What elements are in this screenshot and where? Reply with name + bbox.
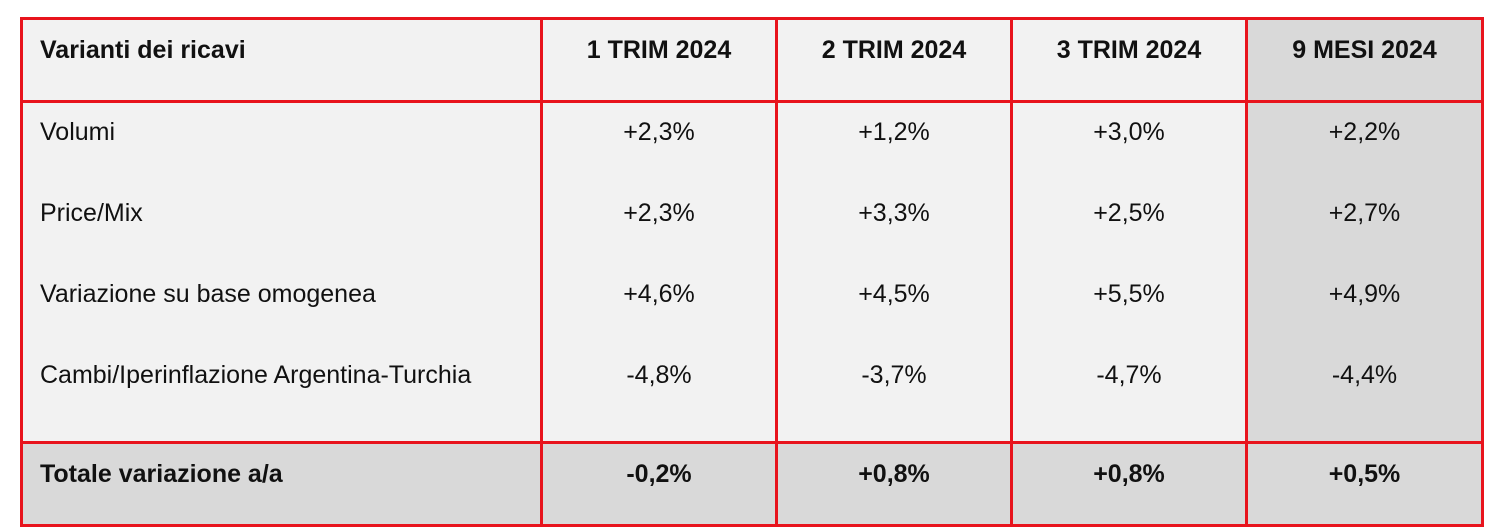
row-label-cambi: Cambi/Iperinflazione Argentina-Turchia [40,361,472,389]
value-q2-variazione: +4,5% [858,280,930,308]
header-cell-q1: 1 TRIM 2024 [540,17,778,103]
total-q3-cell: +0,8% [1010,441,1248,527]
value-q3-cambi: -4,7% [1096,361,1162,389]
value-9m-price-mix: +2,7% [1328,199,1401,227]
value-q3-volumi: +3,0% [1093,118,1165,146]
header-row: Varianti dei ricavi 1 TRIM 2024 2 TRIM 2… [20,17,1484,103]
row-label-volumi: Volumi [40,118,116,146]
value-9m-cambi: -4,4% [1331,361,1398,389]
values-cell-9m: +2,2% +2,7% +4,9% -4,4% [1245,100,1484,444]
value-q3-price-mix: +2,5% [1093,199,1165,227]
total-q2-cell: +0,8% [775,441,1013,527]
row-label-variazione-omogenea: Variazione su base omogenea [40,280,376,308]
revenue-variance-table: Varianti dei ricavi 1 TRIM 2024 2 TRIM 2… [20,17,1484,527]
value-q1-cambi: -4,8% [626,361,692,389]
value-q2-cambi: -3,7% [861,361,927,389]
header-cell-label: Varianti dei ricavi [20,17,543,103]
values-cell-q2: +1,2% +3,3% +4,5% -3,7% [775,100,1013,444]
header-cell-9m: 9 MESI 2024 [1245,17,1484,103]
total-row: Totale variazione a/a -0,2% +0,8% +0,8% … [20,441,1484,527]
value-q1-volumi: +2,3% [623,118,695,146]
value-q1-variazione: +4,6% [623,280,695,308]
header-cell-q3: 3 TRIM 2024 [1010,17,1248,103]
row-label-price-mix: Price/Mix [40,199,143,227]
values-cell-q1: +2,3% +2,3% +4,6% -4,8% [540,100,778,444]
value-q3-variazione: +5,5% [1093,280,1165,308]
row-labels-cell: Volumi Price/Mix Variazione su base omog… [20,100,543,444]
body-row: Volumi Price/Mix Variazione su base omog… [20,100,1484,444]
total-label-cell: Totale variazione a/a [20,441,543,527]
value-9m-volumi: +2,2% [1328,118,1401,146]
value-9m-variazione: +4,9% [1328,280,1401,308]
value-q2-price-mix: +3,3% [858,199,930,227]
value-q2-volumi: +1,2% [858,118,930,146]
value-q1-price-mix: +2,3% [623,199,695,227]
total-9m-cell: +0,5% [1245,441,1484,527]
total-q1-cell: -0,2% [540,441,778,527]
header-cell-q2: 2 TRIM 2024 [775,17,1013,103]
values-cell-q3: +3,0% +2,5% +5,5% -4,7% [1010,100,1248,444]
